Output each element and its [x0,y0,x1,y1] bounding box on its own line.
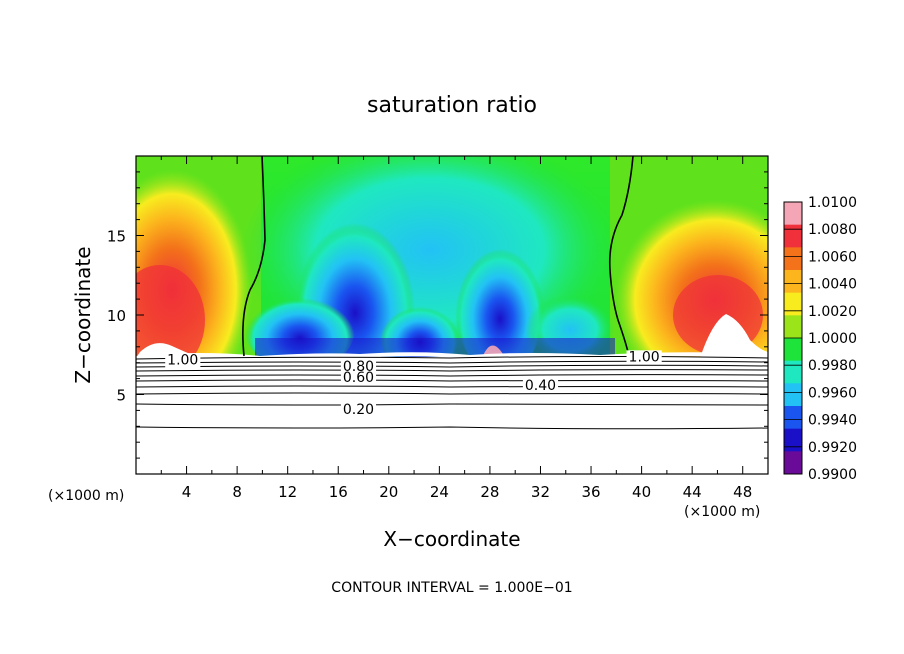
y-tick-label: 10 [107,307,126,325]
contour-label: 0.40 [525,378,556,394]
chart-title: saturation ratio [367,93,537,118]
x-tick-label: 4 [182,483,192,501]
x-axis-ticks: 4 8 12 16 20 24 28 32 36 40 44 48 [160,156,752,501]
colorbar-label: 1.0080 [808,222,857,238]
colorbar: 1.0100 1.0080 1.0060 1.0040 1.0020 1.0000 0.99… [783,195,857,483]
contour-label-bg [522,378,559,393]
contour-1-00-left [242,155,266,357]
x-tick-label: 44 [683,483,702,501]
y-tick-label: 5 [116,387,126,405]
colorbar-swatch [784,428,802,452]
colorbar-swatch [784,406,802,430]
colorbar-label: 0.9940 [808,413,857,429]
colorbar-swatch [784,292,802,316]
colorbar-swatch [784,315,802,339]
contour-label-bg [340,359,377,374]
colorbar-label: 0.9980 [808,358,857,374]
contour-label: 1.00 [629,349,660,365]
x-tick-label: 32 [531,483,550,501]
x-tick-label: 20 [379,483,398,501]
x-axis-label: X−coordinate [383,527,520,551]
colorbar-label: 0.9920 [808,440,857,456]
colorbar-swatch [784,451,802,475]
contour-label: 1.00 [167,353,198,369]
y-tick-label: 15 [107,228,126,246]
contour-label-bg [340,371,377,386]
colorbar-swatch [784,360,802,384]
contour-1-00-right [608,155,634,353]
x-tick-label: 16 [329,483,348,501]
contour-label: 0.20 [343,402,374,418]
colorbar-label: 1.0060 [808,249,857,265]
colorbar-swatch [784,224,802,248]
colorbar-label: 1.0100 [808,195,857,211]
contour-labels: 1.00 0.800.60 0.40 0.20 1.00 [165,349,662,418]
y-axis-ticks: 5 10 15 [107,171,768,459]
heatmap-field [136,156,768,474]
contour-label: 0.80 [343,359,374,375]
footer-note: CONTOUR INTERVAL = 1.000E−01 [331,580,572,596]
colorbar-label: 0.9900 [808,467,857,483]
colorbar-label: 1.0020 [808,304,857,320]
colorbar-swatch [784,247,802,271]
x-tick-label: 40 [632,483,651,501]
contour-label-bg [165,353,201,368]
lower-contours [135,356,769,430]
contour-label-bg [340,402,377,417]
colorbar-swatch [784,338,802,362]
colorbar-label: 1.0040 [808,277,857,293]
colorbar-swatch [784,202,802,226]
contour-label: 0.60 [343,370,374,386]
colorbar-swatch [784,270,802,294]
contour-label-bg [626,350,662,365]
x-tick-label: 8 [232,483,242,501]
contour-lines [242,155,634,357]
x-unit-left: (×1000 m) [48,488,124,504]
x-tick-label: 28 [480,483,499,501]
colorbar-label: 1.0000 [808,331,857,347]
y-axis-label: Z−coordinate [71,246,95,383]
x-unit-right: (×1000 m) [684,504,760,520]
x-tick-label: 48 [733,483,752,501]
x-tick-label: 12 [278,483,297,501]
colorbar-label: 0.9960 [808,385,857,401]
x-tick-label: 24 [430,483,449,501]
x-tick-label: 36 [581,483,600,501]
colorbar-swatch [784,383,802,407]
